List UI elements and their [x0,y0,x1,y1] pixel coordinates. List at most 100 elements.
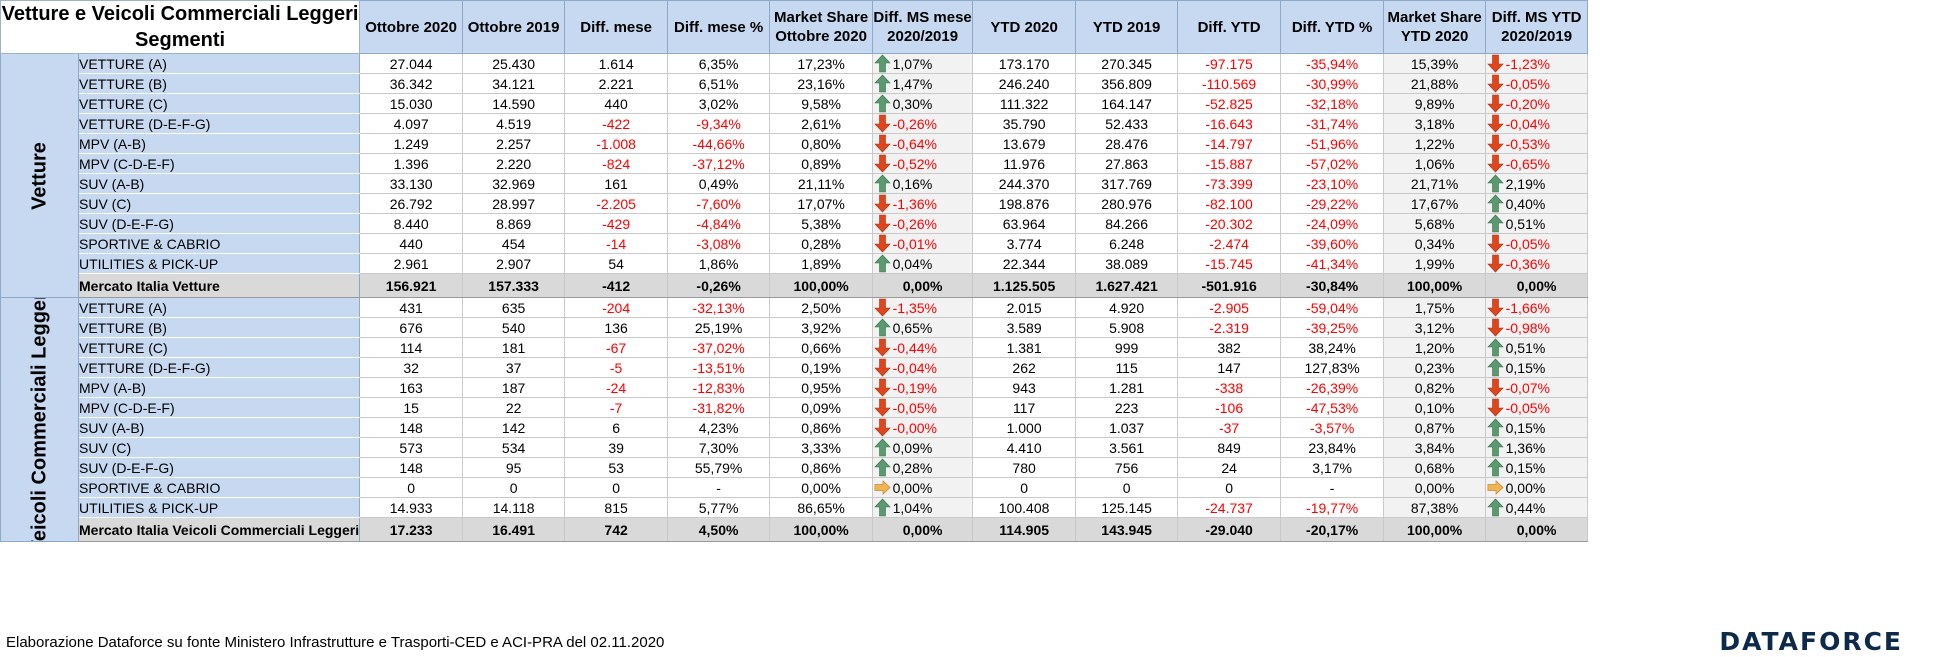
cell-c1: 676 [359,317,464,338]
cell-c1: 148 [359,417,464,438]
cell-c11: 21,88% [1383,73,1487,94]
cell-c11: 17,67% [1383,193,1487,214]
cell-c7: 35.790 [972,113,1077,134]
segment-name: SUV (D-E-F-G) [78,213,361,234]
cell-c8: 4.920 [1075,297,1179,318]
segment-name: VETTURE (B) [78,317,361,338]
cell-c3: -824 [564,153,669,174]
table-row: SUV (D-E-F-G) 8.440 8.869 -429 -4,84% 5,38% -0… [1,213,1589,234]
cell-c9: -106 [1177,397,1282,418]
cell-c3: 1.614 [564,53,669,74]
trend-down-arrow-icon [1485,397,1506,418]
cell-c4: -37,02% [667,337,771,358]
cell-c5: 2,50% [769,297,874,318]
trend-up-arrow-icon [872,437,893,458]
cell-c7: 246.240 [972,73,1077,94]
cell-c12: -0,04% [1505,113,1589,134]
cell-c2: 181 [462,337,566,358]
cell-c12: 0,40% [1505,193,1589,214]
cell-c7: 0 [972,477,1077,498]
cell-c7: 111.322 [972,93,1077,114]
cell-c10: -3,57% [1280,417,1385,438]
cell-c6: -0,64% [892,133,974,154]
cell-c11: 0,00% [1383,477,1487,498]
total-c7: 114.905 [972,517,1077,542]
cell-c6: -0,44% [892,337,974,358]
segment-name: MPV (C-D-E-F) [78,397,361,418]
segment-name: VETTURE (D-E-F-G) [78,113,361,134]
cell-c4: 6,51% [667,73,771,94]
table-row: VETTURE (D-E-F-G) 4.097 4.519 -422 -9,34% 2,6… [1,113,1589,134]
footer-note: Elaborazione Dataforce su fonte Minister… [6,634,665,651]
total-c9: -501.916 [1177,273,1282,298]
cell-c12: 2,19% [1505,173,1589,194]
cell-c8: 84.266 [1075,213,1179,234]
cell-c7: 63.964 [972,213,1077,234]
cell-c3: 6 [564,417,669,438]
cell-c6: -0,04% [892,357,974,378]
segment-name: VETTURE (B) [78,73,361,94]
cell-c10: - [1280,477,1385,498]
cell-c3: 54 [564,253,669,274]
col-header-diff-ms-ytd: Diff. MS YTD 2020/2019 [1485,0,1589,54]
total-c1: 156.921 [359,273,464,298]
cell-c2: 2.257 [462,133,566,154]
cell-c11: 0,87% [1383,417,1487,438]
cell-c10: -31,74% [1280,113,1385,134]
table-row: SUV (A-B) 148 142 6 4,23% 0,86% -0,00% 1.000 1.0… [1,417,1589,438]
total-c9: -29.040 [1177,517,1282,542]
cell-c1: 2.961 [359,253,464,274]
cell-c5: 17,23% [769,53,874,74]
trend-down-arrow-icon [1485,317,1506,338]
cell-c4: 25,19% [667,317,771,338]
table-row: SUV (D-E-F-G) 148 95 53 55,79% 0,86% 0,28% 780 7… [1,457,1589,478]
cell-c9: -2.319 [1177,317,1282,338]
segment-name: SUV (C) [78,193,361,214]
cell-c2: 635 [462,297,566,318]
cell-c7: 262 [972,357,1077,378]
cell-c5: 0,86% [769,457,874,478]
cell-c9: -15.887 [1177,153,1282,174]
segments-table: Vetture e Veicoli Commerciali Leggeri Seg… [0,0,1589,542]
cell-c4: -7,60% [667,193,771,214]
cell-c8: 6.248 [1075,233,1179,254]
cell-c10: -39,25% [1280,317,1385,338]
trend-down-arrow-icon [1485,377,1506,398]
cell-c11: 1,99% [1383,253,1487,274]
cell-c1: 1.249 [359,133,464,154]
cell-c2: 142 [462,417,566,438]
cell-c10: 38,24% [1280,337,1385,358]
trend-up-arrow-icon [872,253,893,274]
table-body: Vetture VETTURE (A) 27.044 25.430 1.614 6,35%… [0,53,1589,542]
cell-c1: 440 [359,233,464,254]
cell-c6: -0,01% [892,233,974,254]
cell-c1: 1.396 [359,153,464,174]
cell-c11: 1,20% [1383,337,1487,358]
cell-c2: 534 [462,437,566,458]
cell-c3: -422 [564,113,669,134]
cell-c11: 1,75% [1383,297,1487,318]
group-label-cell: Veicoli Commerciali Leggeri [0,297,79,542]
cell-c4: 7,30% [667,437,771,458]
cell-c9: -2.474 [1177,233,1282,254]
trend-up-arrow-icon [1485,497,1506,518]
cell-c7: 780 [972,457,1077,478]
total-c4: 4,50% [667,517,771,542]
cell-c8: 280.976 [1075,193,1179,214]
cell-c2: 22 [462,397,566,418]
cell-c1: 26.792 [359,193,464,214]
total-c6: 0,00% [872,517,974,542]
cell-c12: 0,15% [1505,417,1589,438]
cell-c7: 117 [972,397,1077,418]
cell-c12: -1,66% [1505,297,1589,318]
cell-c4: -12,83% [667,377,771,398]
cell-c6: -0,00% [892,417,974,438]
segment-name: VETTURE (D-E-F-G) [78,357,361,378]
segment-name: UTILITIES & PICK-UP [78,497,361,518]
table-row: SUV (A-B) 33.130 32.969 161 0,49% 21,11% 0,16%… [1,173,1589,194]
cell-c5: 0,95% [769,377,874,398]
trend-down-arrow-icon [872,233,893,254]
cell-c4: -3,08% [667,233,771,254]
cell-c8: 1.281 [1075,377,1179,398]
table-row: MPV (A-B) 1.249 2.257 -1.008 -44,66% 0,80% -0,… [1,133,1589,154]
